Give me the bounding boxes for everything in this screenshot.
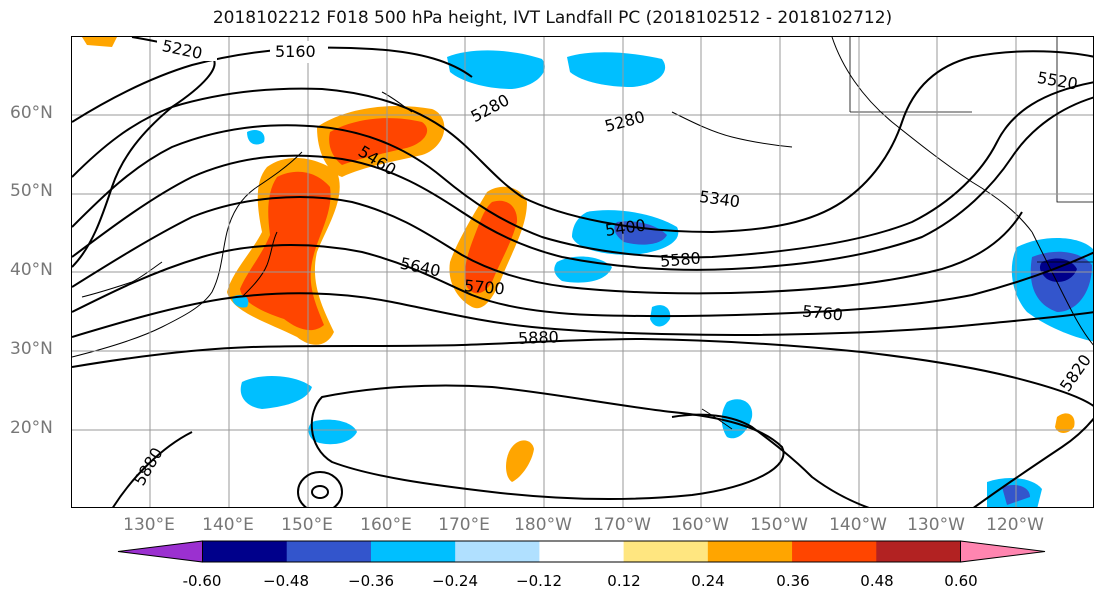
colorbar-tick-9: 0.60 <box>944 572 978 590</box>
height-contours <box>72 37 1093 507</box>
contour-label-5760: 5760 <box>801 301 843 324</box>
contour-label-5880-a: 5880 <box>518 327 559 347</box>
lon-label-170w: 170°W <box>593 515 651 535</box>
lon-label-150w: 150°W <box>750 515 808 535</box>
gridlines <box>72 37 1093 507</box>
lon-label-130e: 130°E <box>123 515 175 535</box>
lon-label-180w: 180°W <box>514 515 572 535</box>
coastlines <box>72 37 1093 430</box>
colorbar-tick-4: −0.12 <box>516 572 562 590</box>
lon-label-150e: 150°E <box>281 515 333 535</box>
lat-label-20n: 20°N <box>10 418 53 438</box>
contour-label-5820: 5820 <box>1056 351 1094 395</box>
colorbar-segment-5 <box>539 541 625 562</box>
colorbar-segment-8 <box>792 541 877 562</box>
lon-label-140e: 140°E <box>202 515 254 535</box>
contour-label-5280-b: 5280 <box>603 107 647 136</box>
lon-label-130w: 130°W <box>907 515 965 535</box>
colorbar-segment-2 <box>286 541 372 562</box>
contour-label-5580: 5580 <box>659 248 701 270</box>
lat-label-40n: 40°N <box>10 260 53 280</box>
lat-label-50n: 50°N <box>10 181 53 201</box>
colorbar-tick-5: 0.12 <box>607 572 641 590</box>
colorbar-outline <box>202 540 961 563</box>
colorbar-segment-6 <box>623 541 709 562</box>
lon-label-140w: 140°W <box>829 515 887 535</box>
colorbar-segments <box>117 540 1046 563</box>
contour-label-5520: 5520 <box>1036 68 1079 94</box>
contour-label-5280-a: 5280 <box>468 90 513 126</box>
lat-label-60n: 60°N <box>10 103 53 123</box>
contour-label-5340: 5340 <box>698 187 741 211</box>
lon-label-170e: 170°E <box>438 515 490 535</box>
colorbar-extend-low <box>117 540 203 563</box>
map-panel: 5220 5160 5280 5280 5520 5460 5340 5400 … <box>71 36 1094 508</box>
map-canvas: 5220 5160 5280 5280 5520 5460 5340 5400 … <box>72 37 1094 507</box>
contour-label-5700: 5700 <box>463 276 505 298</box>
colorbar-tick-6: 0.24 <box>691 572 725 590</box>
map-title: 2018102212 F018 500 hPa height, IVT Land… <box>212 8 893 28</box>
colorbar-tick-8: 0.48 <box>860 572 894 590</box>
colorbar-tick-7: 0.36 <box>776 572 810 590</box>
colorbar-extend-high <box>960 540 1046 563</box>
colorbar-tick-0: -0.60 <box>182 572 222 590</box>
colorbar-tick-2: −0.36 <box>348 572 394 590</box>
colorbar-segment-7 <box>707 541 793 562</box>
lat-label-30n: 30°N <box>10 339 53 359</box>
colorbar-segment-3 <box>370 541 456 562</box>
colorbar-tick-1: −0.48 <box>263 572 309 590</box>
lon-label-160e: 160°E <box>360 515 412 535</box>
contour-label-5640: 5640 <box>398 254 442 281</box>
lon-label-160w: 160°W <box>671 515 729 535</box>
colorbar-segment-9 <box>876 541 961 562</box>
colorbar-segment-4 <box>455 541 540 562</box>
lon-label-120w: 120°W <box>986 515 1044 535</box>
contour-label-5160: 5160 <box>275 42 316 61</box>
colorbar-segment-1 <box>202 541 288 562</box>
contour-label-5880-b: 5880 <box>130 444 167 489</box>
contour-label-group: 5220 5160 5280 5280 5520 5460 5340 5400 … <box>130 37 1094 489</box>
colorbar-tick-3: −0.24 <box>432 572 478 590</box>
